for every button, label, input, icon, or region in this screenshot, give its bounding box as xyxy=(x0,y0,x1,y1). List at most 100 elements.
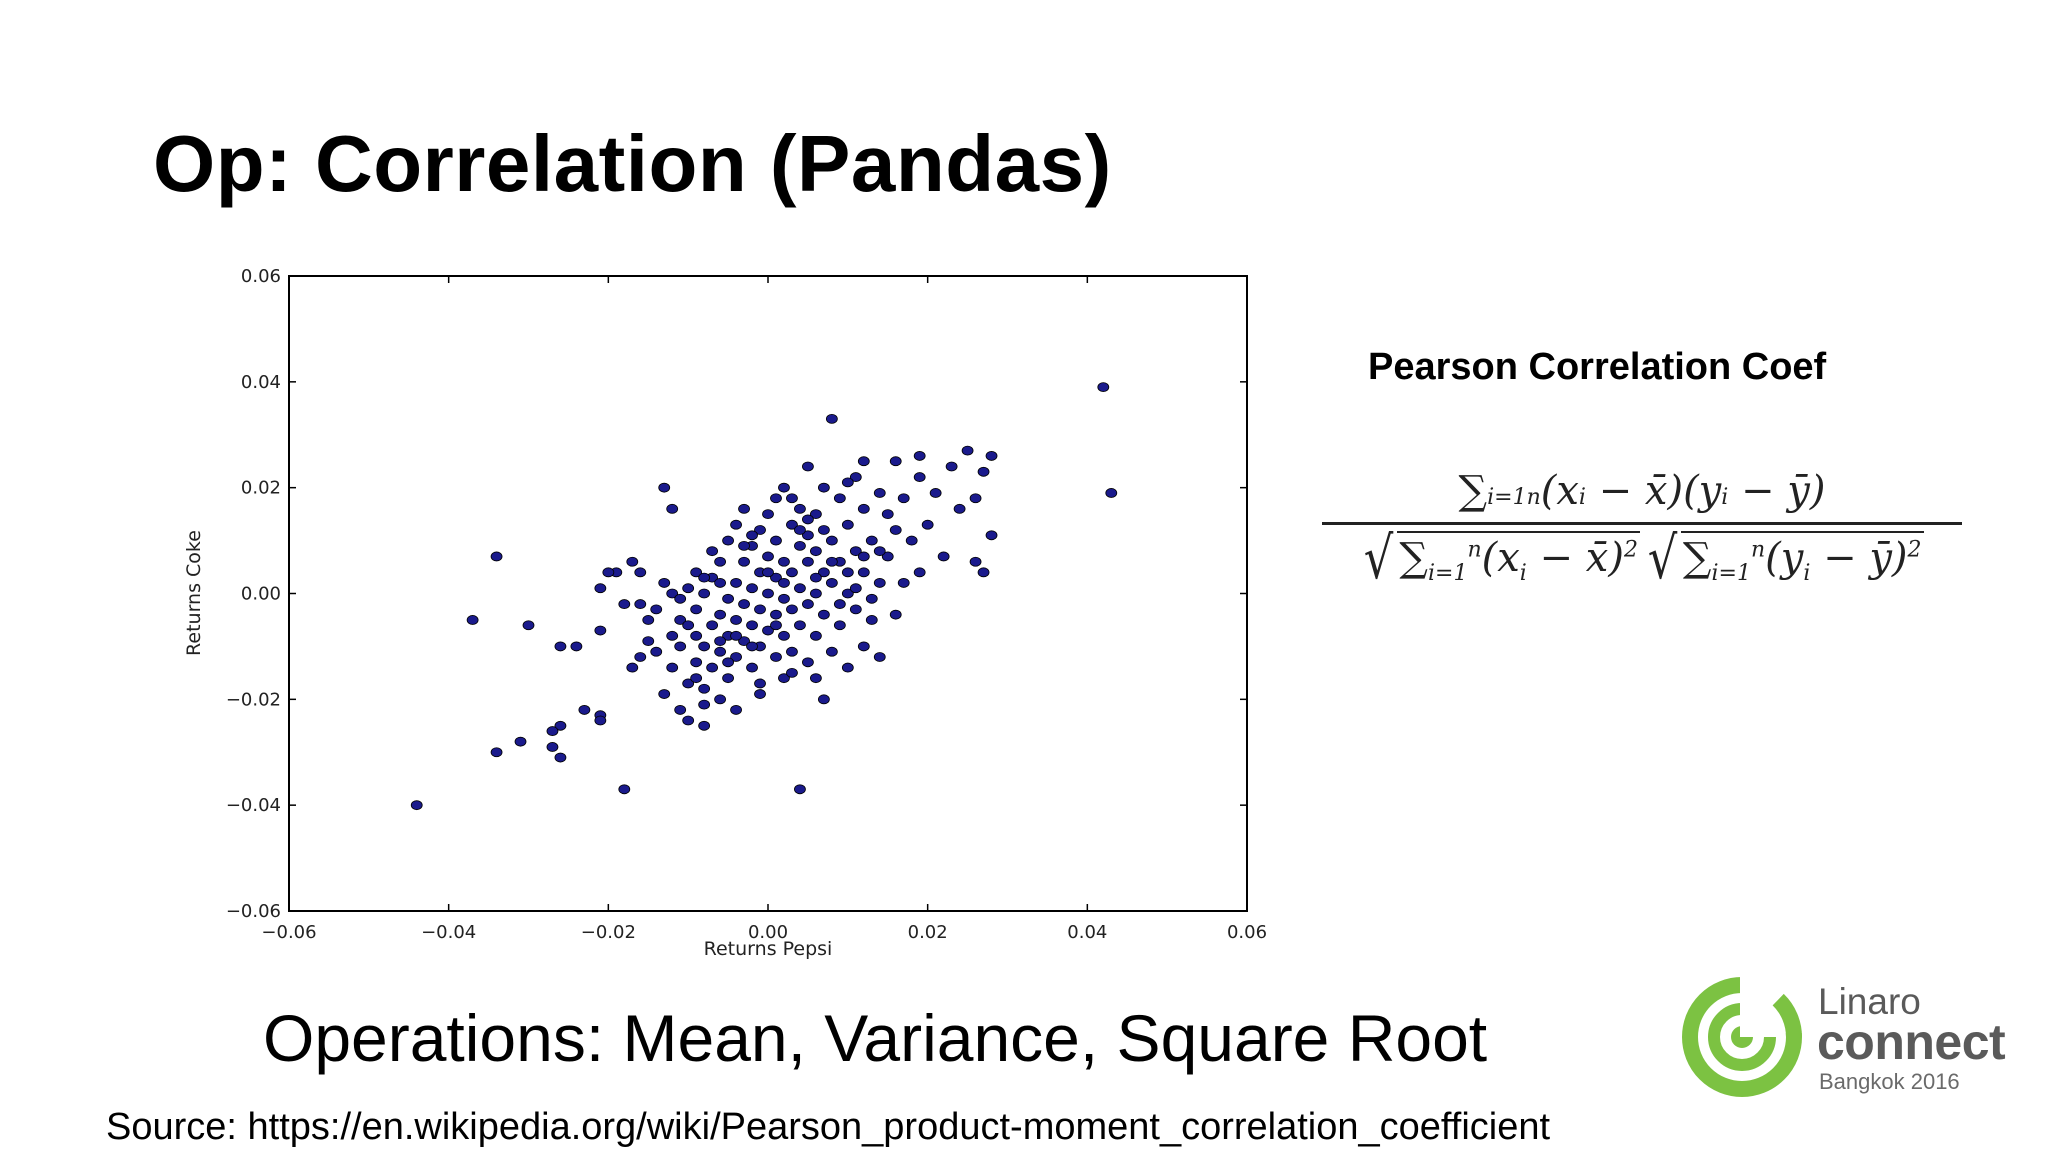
data-point xyxy=(857,567,870,578)
data-point xyxy=(594,625,607,636)
data-point xyxy=(945,461,958,472)
data-point xyxy=(466,615,479,625)
x-tick-label: −0.02 xyxy=(581,922,636,943)
data-point xyxy=(802,599,814,609)
data-point xyxy=(754,678,766,689)
data-point xyxy=(786,493,798,504)
data-point xyxy=(802,461,814,472)
data-point xyxy=(794,784,806,795)
data-point xyxy=(802,556,814,567)
x-tick-label: 0.00 xyxy=(748,922,788,943)
data-point xyxy=(682,583,695,594)
x-tick-label: −0.04 xyxy=(421,922,476,943)
data-point xyxy=(817,694,830,705)
data-point xyxy=(786,604,798,615)
data-point xyxy=(746,641,758,652)
data-point xyxy=(786,667,798,678)
data-point xyxy=(714,556,726,567)
data-point xyxy=(714,636,726,647)
data-point xyxy=(833,620,846,631)
data-point xyxy=(770,609,782,620)
data-point xyxy=(778,578,790,588)
data-point xyxy=(618,784,631,795)
logo-text-connect: connect xyxy=(1817,1014,2006,1070)
data-point xyxy=(889,456,902,467)
x-tick-label: 0.02 xyxy=(908,922,948,943)
data-point xyxy=(841,477,854,488)
data-point xyxy=(810,630,822,641)
data-point xyxy=(658,482,671,493)
data-point xyxy=(762,567,774,578)
data-point xyxy=(969,556,982,567)
data-point xyxy=(857,503,870,514)
source-citation: Source: https://en.wikipedia.org/wiki/Pe… xyxy=(106,1106,1551,1148)
y-tick-label: 0.00 xyxy=(241,584,281,605)
data-point xyxy=(778,556,790,567)
data-point xyxy=(754,525,766,535)
data-point xyxy=(706,662,719,673)
data-point xyxy=(738,636,750,647)
data-point xyxy=(929,488,942,498)
data-point xyxy=(802,530,814,541)
data-point xyxy=(865,593,878,604)
linaro-logo-icon xyxy=(1682,975,1805,1097)
data-point xyxy=(786,519,798,530)
data-point xyxy=(634,567,647,578)
data-point xyxy=(881,509,894,520)
data-point xyxy=(634,599,647,609)
data-point xyxy=(825,413,838,424)
data-point xyxy=(841,588,854,599)
data-point xyxy=(594,583,607,594)
data-point xyxy=(841,567,854,578)
data-point xyxy=(810,546,822,557)
data-point xyxy=(953,503,966,514)
data-point xyxy=(770,535,782,546)
data-point xyxy=(666,662,679,673)
data-point xyxy=(666,630,679,641)
data-point xyxy=(682,620,695,631)
data-point xyxy=(889,525,902,535)
data-point xyxy=(849,472,862,482)
data-point xyxy=(682,715,695,726)
data-point xyxy=(857,641,870,652)
data-point xyxy=(698,572,711,583)
data-point xyxy=(690,657,703,668)
data-point xyxy=(969,493,982,504)
data-point xyxy=(546,726,559,736)
data-point xyxy=(762,625,774,636)
data-point xyxy=(738,540,750,551)
data-point xyxy=(602,567,615,578)
y-tick-label: 0.04 xyxy=(241,372,281,393)
data-point xyxy=(698,588,711,599)
data-point xyxy=(714,609,726,620)
data-point xyxy=(977,466,990,477)
data-point xyxy=(810,673,822,684)
data-points xyxy=(410,382,1118,811)
data-point xyxy=(658,578,671,588)
data-point xyxy=(913,567,926,578)
data-point xyxy=(873,488,886,498)
x-ticks: −0.06 −0.04 −0.02 0.00 0.02 0.04 0.06 xyxy=(261,276,1267,943)
data-point xyxy=(578,705,591,715)
data-point xyxy=(674,593,687,604)
data-point xyxy=(690,630,703,641)
data-point xyxy=(658,689,671,699)
data-point xyxy=(977,567,990,578)
y-tick-label: 0.02 xyxy=(241,478,281,499)
data-point xyxy=(849,546,862,557)
data-point xyxy=(570,641,583,652)
data-point xyxy=(650,604,663,615)
x-axis-label: Returns Pepsi xyxy=(704,938,833,960)
data-point xyxy=(770,652,782,662)
data-point xyxy=(778,630,790,641)
data-point xyxy=(714,578,726,588)
data-point xyxy=(626,662,639,673)
data-point xyxy=(746,662,758,673)
data-point xyxy=(490,747,503,758)
data-point xyxy=(730,615,742,625)
x-tick-label: −0.06 xyxy=(261,922,316,943)
data-point xyxy=(634,652,647,662)
formula-denominator: √ ∑i=1n(xi − x̄)2 √ ∑i=1n(yi − ȳ)2 xyxy=(1364,524,1924,592)
data-point xyxy=(857,456,870,467)
y-tick-label: −0.06 xyxy=(226,901,281,922)
